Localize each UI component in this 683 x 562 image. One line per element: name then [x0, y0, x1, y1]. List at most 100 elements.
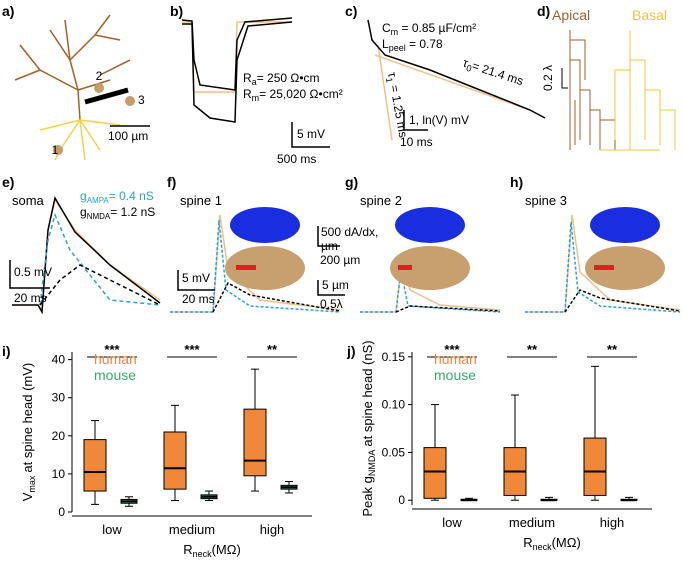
- legend-entry: human: [94, 351, 137, 367]
- y-tick-label: 20: [52, 429, 66, 443]
- label-sub: max: [27, 475, 37, 493]
- param-text: Ra= 250 Ω•cm: [243, 71, 320, 87]
- sub: 1: [384, 77, 395, 84]
- x-tick-label: low: [102, 522, 122, 537]
- traces: [12, 195, 161, 315]
- label-sub: neck: [533, 542, 553, 552]
- sub: m: [391, 27, 399, 37]
- x-axis-label: Rneck(MΩ): [523, 535, 581, 552]
- panel-letter: g): [345, 174, 358, 190]
- sub: AMPA: [87, 196, 110, 205]
- legend-basal: Basal: [632, 7, 667, 23]
- sub: a: [252, 77, 257, 87]
- x-axis-label: Rneck(MΩ): [183, 542, 241, 557]
- sym: g: [80, 205, 87, 219]
- traces: [367, 19, 546, 141]
- scale-bar: [317, 226, 340, 247]
- param-text: gAMPA= 0.4 nS: [80, 189, 154, 205]
- sub: NMDA: [87, 212, 111, 221]
- traces: [181, 17, 293, 123]
- scale-label: 5 mV: [182, 271, 210, 285]
- legend-entry: human: [434, 351, 477, 367]
- sym: R: [243, 87, 252, 101]
- box: [163, 431, 187, 490]
- y-axis-label: Peak gNMDA at spine head (nS): [360, 340, 377, 516]
- label-sub: NMDA: [367, 450, 377, 477]
- scale-label: 100 µm: [108, 129, 148, 143]
- y-tick-label: 0: [398, 493, 405, 507]
- scale-label: 20 ms: [182, 292, 215, 306]
- panel-title: spine 3: [525, 193, 567, 208]
- sym: τ: [385, 71, 400, 78]
- val: = 25,020 Ω•cm²: [259, 87, 343, 101]
- box: [83, 439, 107, 492]
- dendrogram: [561, 30, 676, 151]
- y-tick-label: 0.15: [382, 350, 406, 364]
- panel-letter: i): [2, 343, 11, 359]
- panel-letter: d): [537, 3, 550, 19]
- legend-apical: Apical: [552, 7, 590, 23]
- val: = 21.4 ms: [470, 59, 525, 89]
- label-part: (MΩ): [212, 542, 241, 557]
- scale-bar: [291, 122, 330, 148]
- val: = 0.4 nS: [109, 189, 154, 203]
- scale-label: 5 µm: [322, 278, 349, 292]
- panel-letter: f): [167, 174, 176, 190]
- scale-label: 0.5 mV: [14, 265, 52, 279]
- sym: L: [382, 37, 389, 51]
- panel-title: soma: [12, 193, 45, 208]
- site-label: 1: [52, 143, 59, 157]
- label-part: at spine head (mV): [20, 363, 35, 473]
- val: = 0.78: [406, 37, 443, 51]
- x-tick-label: high: [600, 515, 625, 530]
- y-tick-label: 10: [52, 467, 66, 481]
- site-label: 2: [96, 69, 103, 83]
- panel-letter: j): [346, 343, 356, 359]
- label-part: V: [20, 492, 35, 501]
- param-text: gNMDA= 1.2 nS: [80, 205, 155, 221]
- panel-title: spine 2: [360, 193, 402, 208]
- panel-letter: c): [345, 3, 357, 19]
- traces: [170, 207, 681, 313]
- x-tick-label: medium: [169, 522, 215, 537]
- y-axis-label: Vmax at spine head (mV): [20, 363, 37, 502]
- scale-bar: [317, 280, 345, 296]
- x-tick-label: medium: [509, 515, 555, 530]
- significance: **: [607, 342, 618, 357]
- box: [243, 408, 267, 477]
- scale-bar: [177, 270, 215, 291]
- param-text: Lpeel = 0.78: [382, 37, 443, 53]
- label-sub: neck: [193, 549, 213, 557]
- x-tick-label: high: [260, 522, 285, 537]
- label-part: at spine head (nS): [360, 340, 375, 446]
- neuron-drawing: [14, 14, 135, 161]
- y-tick-label: 0.05: [382, 445, 406, 459]
- legend-entry: mouse: [434, 367, 476, 383]
- scale-bar: [9, 260, 50, 289]
- label-part: R: [523, 535, 532, 550]
- scale-label: 5 mV: [297, 127, 325, 141]
- val: = 1.2 nS: [110, 205, 155, 219]
- scale-label: 200 µm: [320, 253, 360, 267]
- val: = 250 Ω•cm: [257, 71, 320, 85]
- site-label: 3: [138, 93, 145, 107]
- scale-bar: [403, 110, 428, 131]
- sub: peel: [389, 43, 406, 53]
- sub: 0: [465, 63, 473, 74]
- scale-label: 500 ms: [277, 152, 316, 166]
- significance: ***: [104, 342, 120, 357]
- param-text: Rm= 25,020 Ω•cm²: [243, 87, 343, 103]
- scale-label: 20 ms: [14, 291, 47, 305]
- param-text: Cm = 0.85 µF/cm²: [382, 21, 476, 37]
- label-part: R: [183, 542, 192, 557]
- scale-label: 1, ln(V) mV: [409, 113, 469, 127]
- y-tick-label: 30: [52, 391, 66, 405]
- significance: ***: [184, 342, 200, 357]
- panel-letter: a): [2, 3, 14, 19]
- sub: m: [252, 93, 260, 103]
- x-tick-label: low: [442, 515, 462, 530]
- sym: R: [243, 71, 252, 85]
- box: [423, 447, 447, 499]
- scale-label: 500 dA/dx,: [321, 225, 378, 239]
